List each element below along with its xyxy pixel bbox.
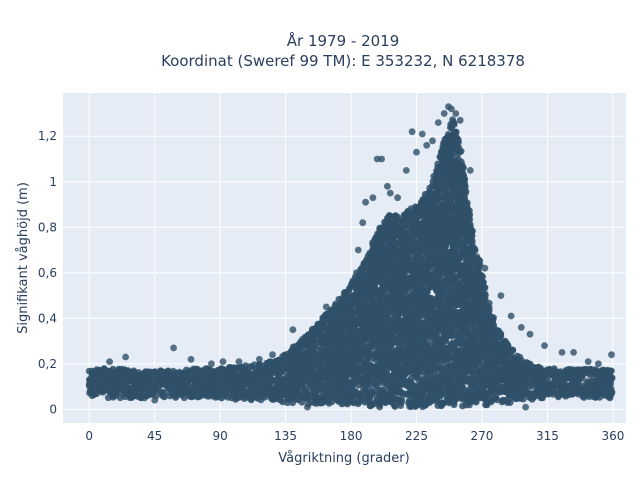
chart-title-line1: År 1979 - 2019 xyxy=(287,31,400,50)
data-points xyxy=(85,103,616,411)
data-point xyxy=(452,128,460,136)
chart-title-line2: Koordinat (Sweref 99 TM): E 353232, N 62… xyxy=(161,52,525,70)
data-point xyxy=(161,393,168,401)
data-point xyxy=(180,394,188,402)
data-point xyxy=(450,119,458,127)
